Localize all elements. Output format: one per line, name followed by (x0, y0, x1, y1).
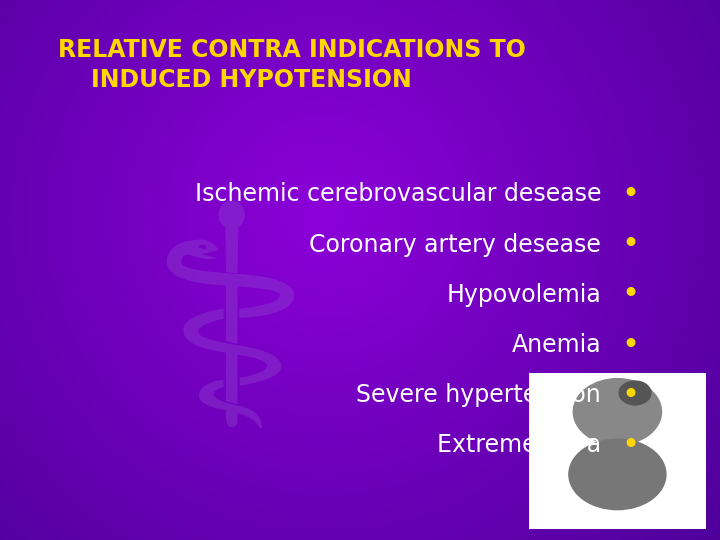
Text: •: • (621, 330, 639, 360)
Bar (529, 373, 706, 529)
Text: ⚕: ⚕ (148, 192, 313, 489)
Circle shape (573, 379, 662, 445)
Text: •: • (621, 381, 639, 410)
Text: Coronary artery desease: Coronary artery desease (310, 233, 601, 256)
Text: Hypovolemia: Hypovolemia (446, 283, 601, 307)
Text: Severe hypertension: Severe hypertension (356, 383, 601, 407)
Text: Extremes of a: Extremes of a (437, 434, 601, 457)
Text: •: • (621, 180, 639, 209)
Text: Ischemic cerebrovascular desease: Ischemic cerebrovascular desease (194, 183, 601, 206)
Text: •: • (621, 280, 639, 309)
Circle shape (619, 381, 651, 405)
Text: •: • (621, 431, 639, 460)
Text: •: • (621, 230, 639, 259)
Text: Anemia: Anemia (512, 333, 601, 357)
Text: RELATIVE CONTRA INDICATIONS TO
    INDUCED HYPOTENSION: RELATIVE CONTRA INDICATIONS TO INDUCED H… (58, 38, 526, 92)
Ellipse shape (569, 439, 666, 510)
